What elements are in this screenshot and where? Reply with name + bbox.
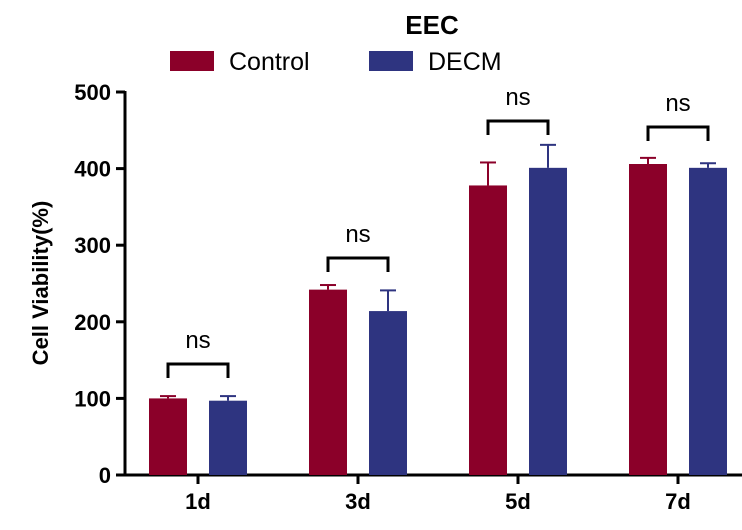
y-tick-label-4: 400: [74, 157, 111, 182]
x-tick-label-1d: 1d: [185, 489, 211, 514]
sig-bracket-3d: [326, 256, 390, 272]
sig-label-5d: ns: [505, 84, 530, 111]
bar-decm-3d: [369, 311, 407, 475]
sig-bracket-1d: [166, 362, 230, 378]
bar-decm-1d: [209, 400, 247, 475]
bar-control-7d: [629, 164, 667, 475]
legend-label-control: Control: [229, 48, 310, 76]
bar-control-5d: [469, 185, 507, 475]
bar-decm-7d: [689, 167, 727, 476]
bar-decm-5d: [529, 167, 567, 476]
y-axis-title: Cell Viability(%): [28, 201, 53, 366]
sig-bracket-7d: [646, 125, 710, 141]
x-tick-label-7d: 7d: [665, 489, 691, 514]
sig-label-7d: ns: [665, 90, 690, 117]
x-tick-label-3d: 3d: [345, 489, 371, 514]
legend: Control DECM: [170, 48, 502, 76]
sig-label-1d: ns: [185, 327, 210, 354]
y-tick-label-3: 300: [74, 233, 111, 258]
y-tick-label-1: 100: [74, 386, 111, 411]
legend-label-decm: DECM: [428, 48, 502, 76]
error-bars: [160, 143, 716, 401]
sig-bracket-5d: [486, 119, 550, 135]
y-tick-label-2: 200: [74, 310, 111, 335]
legend-swatch-decm: [369, 51, 413, 71]
bar-control-3d: [309, 289, 347, 475]
x-tick-label-5d: 5d: [505, 489, 531, 514]
y-tick-label-0: 0: [99, 463, 111, 488]
y-axis: 0 100 200 300 400 500: [74, 80, 127, 488]
bars: [149, 164, 727, 476]
y-tick-label-5: 500: [74, 80, 111, 105]
chart-title: EEC: [405, 10, 459, 40]
bar-control-1d: [149, 398, 187, 475]
significance-annotations: ns ns ns ns: [166, 84, 710, 378]
x-axis: 1d 3d 5d 7d: [124, 473, 742, 514]
legend-swatch-control: [170, 51, 214, 71]
sig-label-3d: ns: [345, 221, 370, 248]
